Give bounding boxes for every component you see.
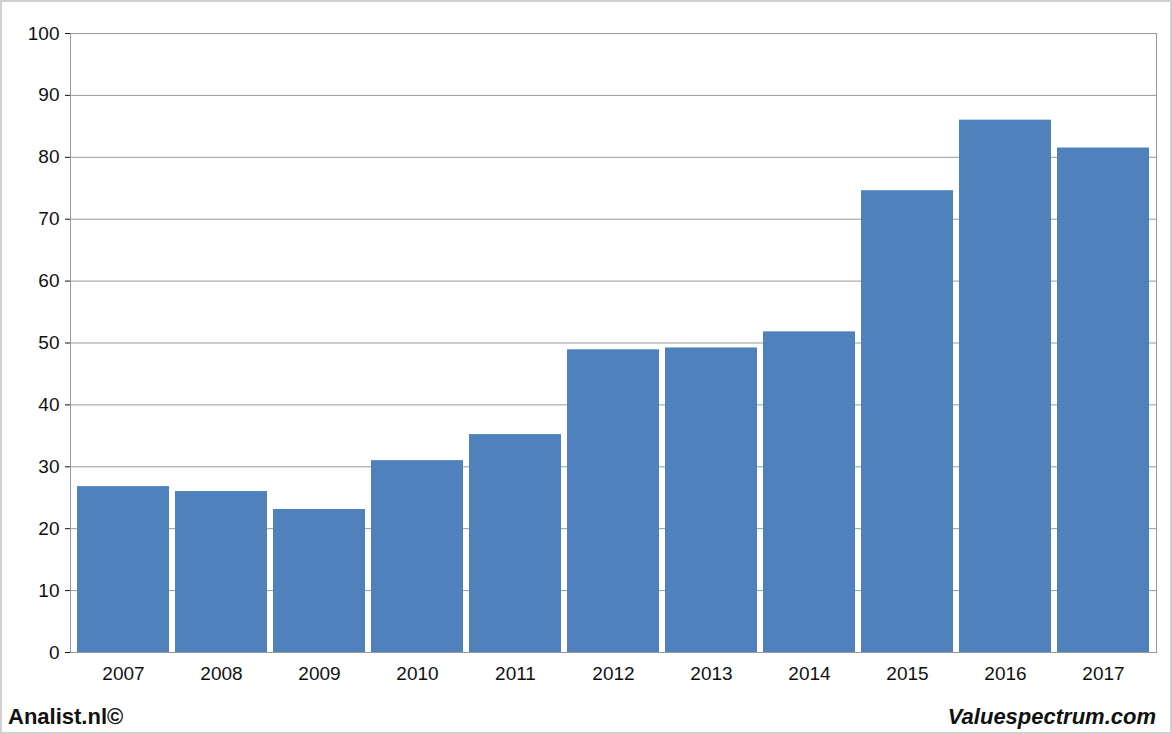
svg-text:70: 70: [38, 208, 59, 229]
svg-text:20: 20: [38, 518, 59, 539]
svg-text:2011: 2011: [495, 663, 536, 684]
svg-text:2014: 2014: [788, 663, 831, 684]
svg-text:50: 50: [38, 332, 59, 353]
svg-text:2010: 2010: [396, 663, 438, 684]
html-text:Valuespectrum.com: Valuespectrum.com: [947, 704, 1156, 729]
svg-text:2017: 2017: [1082, 663, 1124, 684]
svg-text:30: 30: [38, 456, 59, 477]
svg-text:60: 60: [38, 270, 59, 291]
svg-text:100: 100: [28, 23, 60, 44]
svg-text:2012: 2012: [592, 663, 634, 684]
svg-text:2013: 2013: [690, 663, 732, 684]
svg-text:2007: 2007: [102, 663, 144, 684]
svg-text:2015: 2015: [886, 663, 928, 684]
svg-text:2008: 2008: [200, 663, 242, 684]
svg-text:80: 80: [38, 146, 59, 167]
html-text:Analist.nl©: Analist.nl©: [8, 704, 124, 729]
svg-text:90: 90: [38, 84, 59, 105]
svg-text:2009: 2009: [298, 663, 340, 684]
svg-text:2016: 2016: [984, 663, 1026, 684]
svg-text:0: 0: [49, 642, 60, 663]
svg-text:40: 40: [38, 394, 59, 415]
svg-text:10: 10: [38, 580, 59, 601]
